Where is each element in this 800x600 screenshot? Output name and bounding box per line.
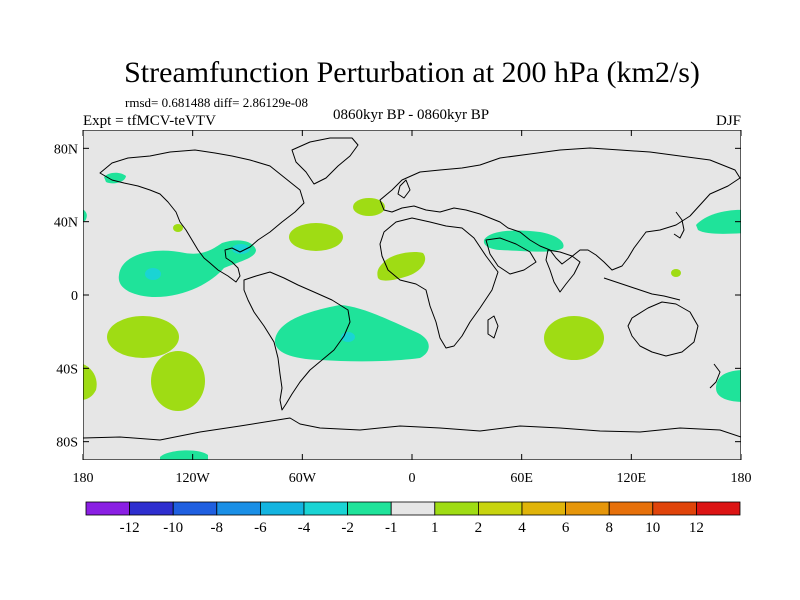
anomaly-positive-indian-ocean: [544, 316, 604, 360]
coast-japan: [673, 211, 685, 239]
colorbar-label: -10: [163, 520, 183, 536]
anomaly-negative-east-pacific: [118, 240, 256, 298]
colorbar-label: 12: [689, 520, 704, 536]
coast-africa: [379, 217, 499, 349]
colorbar-label: -12: [120, 520, 140, 536]
colorbar-swatch: [521, 501, 566, 516]
anomaly-positive-africa: [377, 252, 426, 281]
anomaly-positive-east-atlantic: [353, 198, 385, 216]
map-panel: [83, 130, 741, 460]
period-label: 0860kyr BP - 0860kyr BP: [333, 107, 489, 123]
anomaly-positive-tropical-pacific: [107, 316, 179, 358]
colorbar-swatch: [303, 501, 348, 516]
colorbar-label: 4: [518, 520, 526, 536]
lon-tick-label: 120E: [617, 471, 647, 486]
colorbar-swatch: [565, 501, 610, 516]
colorbar-label: 1: [431, 520, 439, 536]
lon-tick-label: 0: [409, 471, 416, 486]
experiment-label: Expt = tfMCV-teVTV: [83, 113, 216, 129]
anomaly-positive-mid-pacific: [173, 224, 183, 232]
lat-tick-label: 0: [71, 289, 78, 304]
longitude-axis: 180 120W 60W 0 60E 120E 180: [73, 130, 752, 486]
map-title: Streamfunction Perturbation at 200 hPa (…: [124, 56, 700, 89]
colorbar-swatch: [347, 501, 392, 516]
coast-australia: [627, 301, 699, 357]
colorbar-label: 2: [475, 520, 483, 536]
lon-tick-label: 120W: [176, 471, 211, 486]
anomaly-positive-south-pacific-west: [83, 364, 97, 400]
coast-south-america: [243, 271, 351, 411]
anomaly-core-east-pacific: [145, 268, 161, 280]
lat-tick-label: 40S: [56, 362, 78, 377]
lon-tick-label: 180: [73, 471, 94, 486]
stats-text: rmsd= 0.681488 diff= 2.86129e-08: [125, 95, 308, 110]
coast-north-america: [99, 149, 305, 283]
colorbar-label: -8: [211, 520, 224, 536]
colorbar-label: -1: [385, 520, 398, 536]
coast-eurasia: [379, 147, 741, 271]
coast-arabia: [485, 237, 537, 275]
coast-new-zealand: [709, 363, 721, 389]
colorbar-swatch: [85, 501, 130, 516]
colorbar: -12 -10 -8 -6 -4 -2 -1 1 2 4 6 8 10 12: [85, 501, 741, 536]
lon-tick-label: 60W: [289, 471, 317, 486]
coast-uk: [397, 179, 411, 199]
lat-tick-label: 80S: [56, 436, 78, 451]
anomaly-positive-west-pacific: [671, 269, 681, 277]
anomaly-negative-alaska: [104, 172, 126, 184]
colorbar-swatch: [259, 501, 305, 516]
positive-anomaly-layer: [83, 198, 681, 411]
coast-india: [545, 249, 581, 293]
anomaly-negative-antarctic: [160, 450, 208, 460]
colorbar-swatch: [129, 501, 174, 516]
coast-greenland: [291, 137, 359, 185]
lon-tick-label: 60E: [510, 471, 533, 486]
coast-antarctica: [83, 417, 741, 441]
colorbar-label: -4: [298, 520, 311, 536]
coast-madagascar: [487, 315, 499, 339]
anomaly-negative-middle-east: [483, 230, 564, 252]
lat-tick-label: 40N: [54, 216, 78, 231]
lon-tick-label: 180: [731, 471, 752, 486]
colorbar-label: -2: [341, 520, 354, 536]
anomaly-negative-south-pacific-east: [716, 370, 741, 402]
colorbar-swatch: [477, 501, 523, 516]
colorbar-swatch: [608, 501, 654, 516]
colorbar-label: 6: [562, 520, 570, 536]
colorbar-swatch: [172, 501, 218, 516]
coast-indonesia: [603, 277, 681, 301]
anomaly-positive-south-pacific: [151, 351, 205, 411]
latitude-axis: 80N 40N 0 40S 80S: [54, 142, 741, 451]
colorbar-swatch: [696, 501, 741, 516]
anomaly-negative-north-pacific: [696, 209, 741, 234]
season-label: DJF: [716, 113, 741, 129]
anomaly-negative-west-atlantic: [83, 209, 87, 221]
colorbar-swatch: [390, 501, 436, 516]
colorbar-swatch: [434, 501, 479, 516]
anomaly-core-gulf: [232, 244, 250, 254]
coastlines: [83, 137, 741, 441]
colorbar-swatch: [652, 501, 697, 516]
anomaly-positive-north-atlantic: [289, 223, 343, 251]
lat-tick-label: 80N: [54, 142, 78, 157]
colorbar-label: -6: [254, 520, 267, 536]
colorbar-label: 8: [605, 520, 613, 536]
colorbar-label: 10: [645, 520, 660, 536]
colorbar-swatch: [216, 501, 261, 516]
